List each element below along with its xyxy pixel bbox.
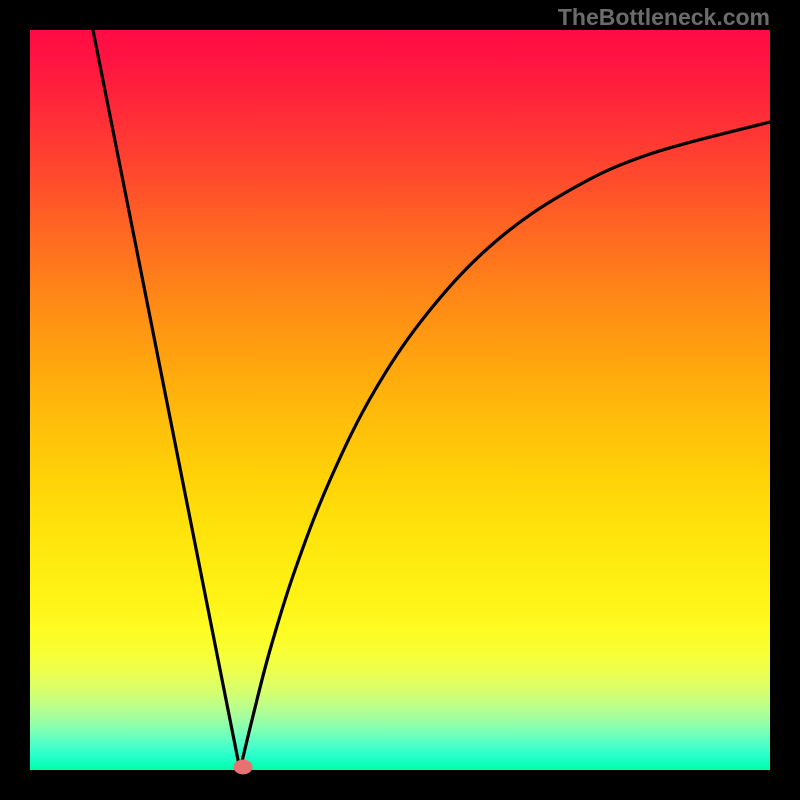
plot-svg: [30, 30, 770, 770]
optimum-marker: [234, 760, 253, 775]
gradient-background: [30, 30, 770, 770]
watermark-text: TheBottleneck.com: [558, 4, 770, 31]
plot-area: [30, 30, 770, 770]
